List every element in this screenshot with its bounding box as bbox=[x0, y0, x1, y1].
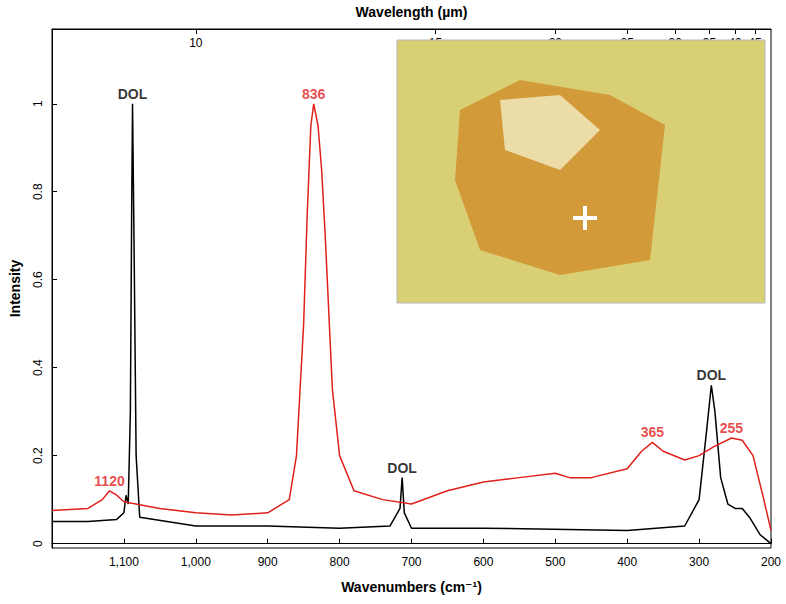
svg-text:0.8: 0.8 bbox=[31, 183, 45, 200]
svg-text:1120: 1120 bbox=[94, 473, 125, 489]
svg-text:1,100: 1,100 bbox=[109, 555, 139, 569]
svg-text:10: 10 bbox=[189, 36, 203, 50]
svg-text:DOL: DOL bbox=[697, 367, 727, 383]
svg-text:500: 500 bbox=[545, 555, 565, 569]
svg-text:400: 400 bbox=[617, 555, 637, 569]
svg-text:365: 365 bbox=[641, 424, 665, 440]
svg-text:Wavenumbers (cm⁻¹): Wavenumbers (cm⁻¹) bbox=[341, 579, 482, 595]
svg-text:0.2: 0.2 bbox=[31, 447, 45, 464]
svg-text:DOL: DOL bbox=[387, 460, 417, 476]
svg-text:200: 200 bbox=[761, 555, 781, 569]
svg-text:DOL: DOL bbox=[118, 86, 148, 102]
svg-text:700: 700 bbox=[401, 555, 421, 569]
svg-text:900: 900 bbox=[258, 555, 278, 569]
svg-text:300: 300 bbox=[689, 555, 709, 569]
svg-text:1: 1 bbox=[31, 100, 45, 107]
svg-text:Wavelength (µm): Wavelength (µm) bbox=[356, 4, 468, 20]
svg-text:836: 836 bbox=[302, 86, 326, 102]
svg-text:0.4: 0.4 bbox=[31, 359, 45, 376]
svg-text:1,000: 1,000 bbox=[181, 555, 211, 569]
svg-text:0: 0 bbox=[31, 540, 45, 547]
svg-text:800: 800 bbox=[330, 555, 350, 569]
svg-text:Intensity: Intensity bbox=[7, 260, 23, 318]
svg-text:0.6: 0.6 bbox=[31, 271, 45, 288]
svg-text:600: 600 bbox=[473, 555, 493, 569]
svg-text:255: 255 bbox=[720, 420, 744, 436]
